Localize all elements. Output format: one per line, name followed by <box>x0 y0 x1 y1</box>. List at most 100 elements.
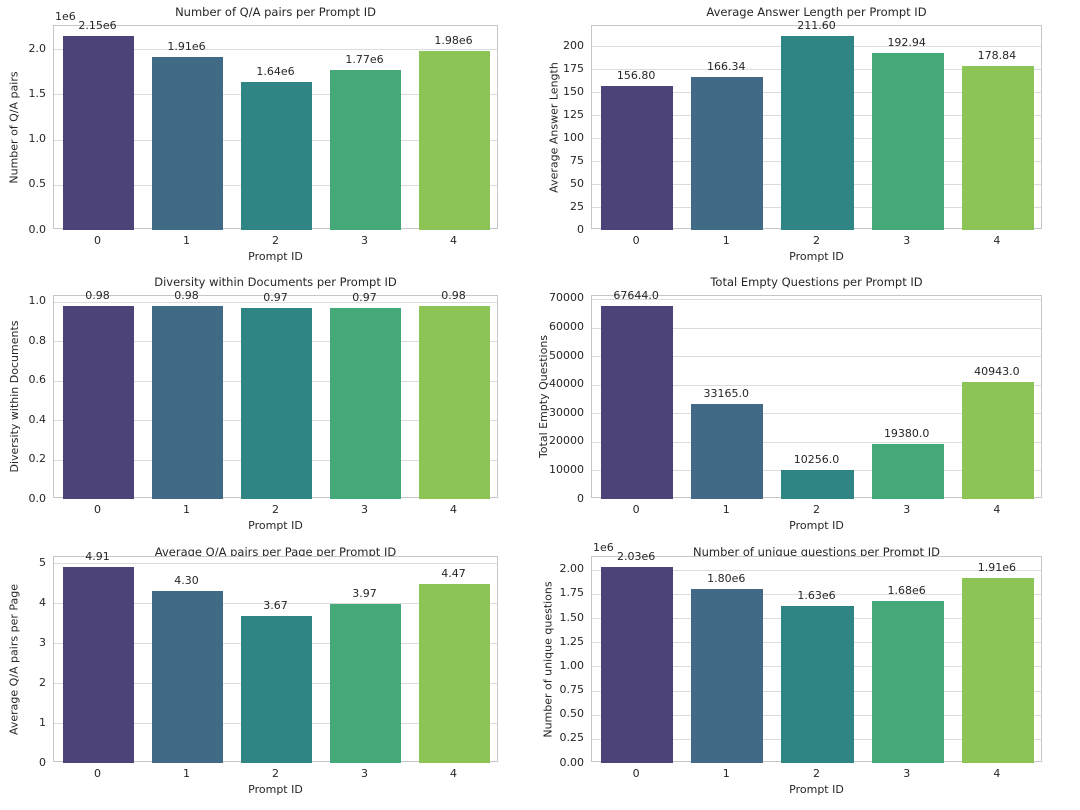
y-tick-label: 0.0 <box>28 491 47 505</box>
gridline <box>592 385 1041 386</box>
bar-value-label: 4.30 <box>174 574 199 588</box>
gridline <box>592 570 1041 571</box>
x-tick-label: 4 <box>450 503 457 516</box>
y-tick-label: 30000 <box>549 405 584 419</box>
axis-offset-text: 1e6 <box>593 541 614 554</box>
y-tick-label: 0.25 <box>559 731 585 745</box>
bar-value-label: 3.97 <box>352 587 377 601</box>
x-tick-label: 1 <box>183 503 190 516</box>
bar-value-label: 192.94 <box>887 35 926 49</box>
x-tick-label: 3 <box>903 767 911 780</box>
bar <box>781 469 854 499</box>
x-tick-label: 2 <box>272 767 279 780</box>
y-tick-label: 1.5 <box>28 86 47 100</box>
chart-title: Number of unique questions per Prompt ID <box>693 545 940 559</box>
y-tick-label: 0 <box>39 755 46 769</box>
bar-value-label: 166.34 <box>707 60 746 74</box>
bar <box>601 305 674 499</box>
bar <box>62 566 135 763</box>
bar-value-label: 1.98e6 <box>434 34 473 48</box>
bar <box>691 404 764 499</box>
x-tick-label: 4 <box>450 234 457 247</box>
bar-value-label: 4.91 <box>85 549 110 563</box>
x-tick-label: 1 <box>722 503 730 516</box>
x-tick-label: 2 <box>812 503 820 516</box>
gridline <box>54 563 497 564</box>
x-tick-label: 2 <box>812 767 820 780</box>
bar <box>151 305 224 499</box>
bar-chart: Number of unique questions per Prompt ID… <box>540 540 1080 810</box>
y-tick-label: 70000 <box>549 291 584 305</box>
x-tick-label: 1 <box>722 234 730 247</box>
bar-chart: Average Answer Length per Prompt ID 0 25 50… <box>540 0 1080 270</box>
gridline <box>54 302 497 303</box>
y-tick-label: 1.75 <box>559 586 585 600</box>
gridline <box>592 356 1041 357</box>
chart-title: Average Answer Length per Prompt ID <box>706 5 927 19</box>
bar-value-label: 178.84 <box>977 48 1017 62</box>
y-tick-label: 1.00 <box>559 658 585 672</box>
bar <box>62 35 135 230</box>
bar-value-label: 1.80e6 <box>707 572 746 585</box>
y-tick-label: 50000 <box>549 348 584 362</box>
bar <box>329 70 402 230</box>
y-axis-label: Average Q/A pairs per Page <box>7 583 21 735</box>
x-tick-label: 4 <box>450 767 457 780</box>
bar-value-label: 3.67 <box>263 599 288 613</box>
bar <box>418 51 491 230</box>
bar-value-label: 67644.0 <box>613 288 659 302</box>
y-tick-label: 50 <box>570 176 584 190</box>
x-tick-label: 0 <box>632 234 640 247</box>
bar <box>418 584 491 763</box>
bar <box>961 382 1034 499</box>
plot-area <box>53 556 498 763</box>
bar-chart: Diversity within Documents per Prompt ID… <box>0 270 540 540</box>
plot-area <box>53 295 498 499</box>
x-tick-label: 3 <box>361 767 368 780</box>
bar <box>240 616 313 763</box>
bar-value-label: 1.91e6 <box>977 561 1017 575</box>
plot-area <box>591 25 1042 230</box>
y-axis-label: Diversity within Documents <box>7 320 21 473</box>
bar-chart: Average Q/A pairs per Page per Prompt ID… <box>0 540 540 810</box>
plot-area <box>591 556 1042 763</box>
y-tick-label: 0.75 <box>559 683 585 697</box>
y-tick-label: 25 <box>570 199 584 213</box>
y-tick-label: 125 <box>563 107 584 121</box>
plot-area <box>591 295 1042 499</box>
y-tick-label: 0.4 <box>28 412 47 426</box>
y-tick-label: 2.00 <box>559 562 585 576</box>
y-tick-label: 0.00 <box>559 755 585 769</box>
bar-value-label: 211.60 <box>797 18 836 32</box>
y-tick-label: 3 <box>39 635 46 649</box>
x-tick-label: 3 <box>903 503 911 516</box>
bar <box>871 52 944 230</box>
bar-value-label: 1.64e6 <box>256 64 295 78</box>
x-tick-label: 2 <box>272 503 279 516</box>
x-tick-label: 3 <box>361 234 368 247</box>
gridline <box>54 603 497 604</box>
x-axis-label: Prompt ID <box>248 783 303 796</box>
x-tick-label: 1 <box>722 767 730 780</box>
y-tick-label: 2 <box>39 675 46 689</box>
x-axis-label: Prompt ID <box>789 250 844 263</box>
x-tick-label: 2 <box>812 234 820 247</box>
bar <box>871 600 944 763</box>
y-tick-label: 0 <box>577 491 584 505</box>
y-tick-label: 0.0 <box>28 222 47 236</box>
y-tick-label: 200 <box>563 38 584 52</box>
x-tick-label: 0 <box>632 503 640 516</box>
x-tick-label: 1 <box>183 234 190 247</box>
y-tick-label: 1.25 <box>559 634 585 648</box>
bar <box>691 589 764 763</box>
x-tick-label: 3 <box>361 503 368 516</box>
y-tick-label: 1.0 <box>28 132 47 146</box>
y-tick-label: 0.2 <box>28 452 47 466</box>
y-axis-label: Number of unique questions <box>541 580 555 738</box>
bar-value-label: 33165.0 <box>703 387 750 401</box>
y-axis-label: Number of Q/A pairs <box>7 70 21 184</box>
gridline <box>592 442 1041 443</box>
y-tick-label: 100 <box>563 130 584 144</box>
bar <box>781 35 854 230</box>
chart-title: Total Empty Questions per Prompt ID <box>710 275 923 289</box>
